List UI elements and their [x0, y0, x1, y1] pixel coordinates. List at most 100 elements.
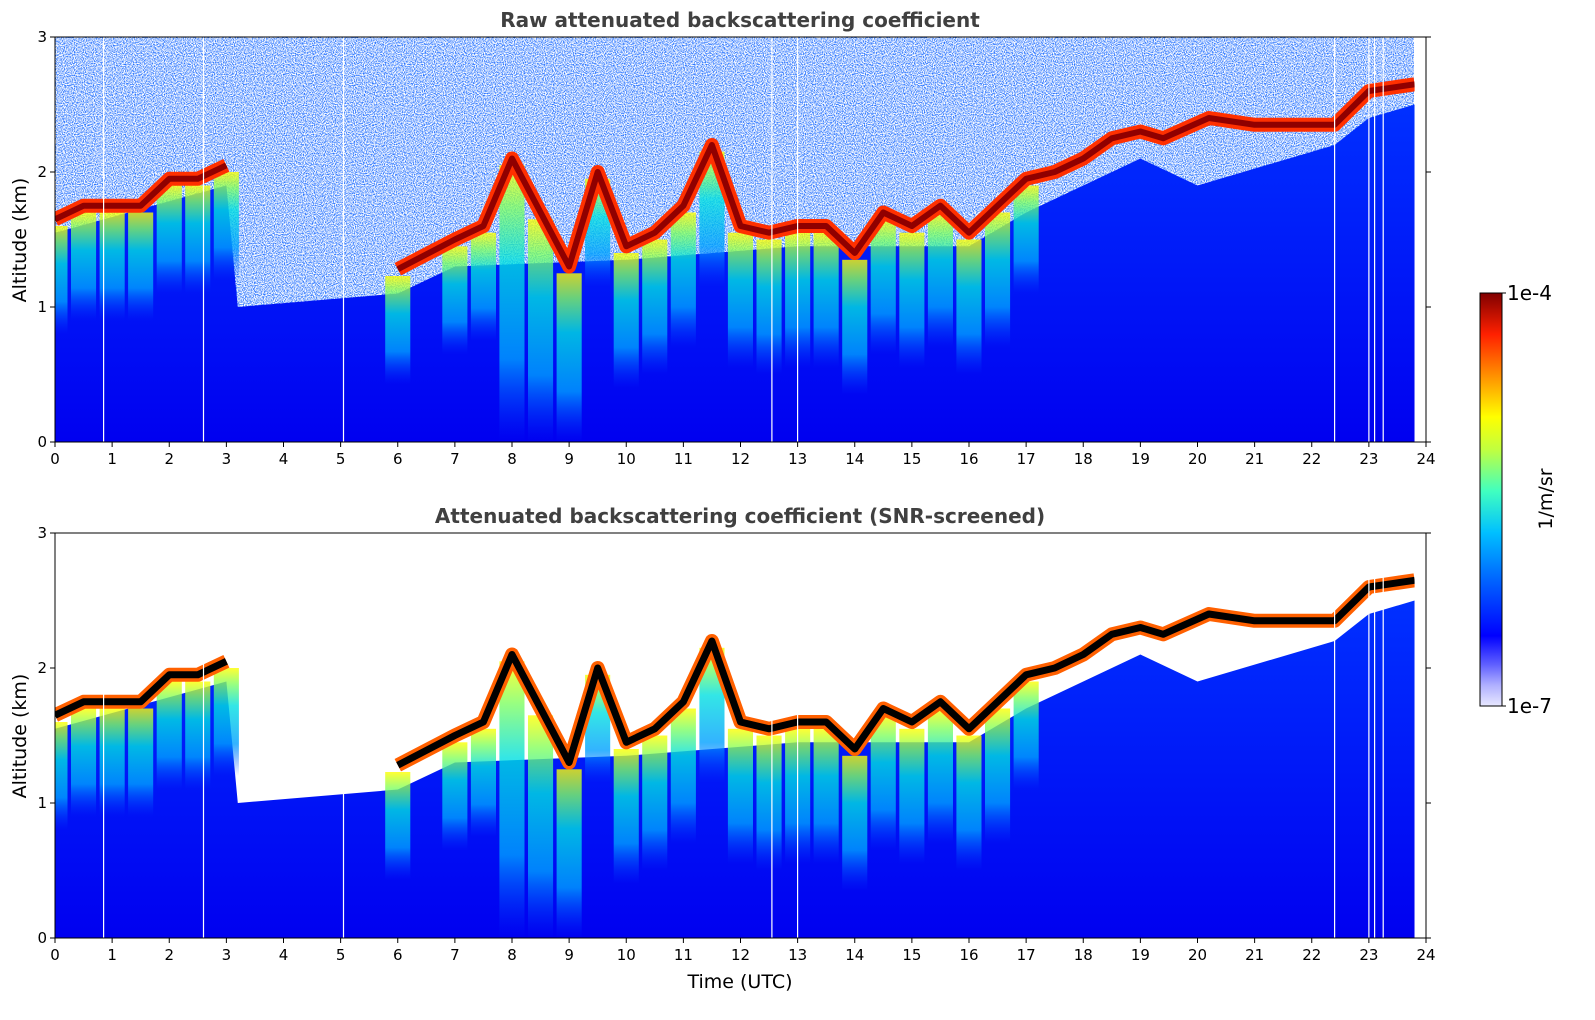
x-tick-label: 17 — [1017, 946, 1036, 964]
plume — [213, 172, 239, 280]
x-tick-label: 23 — [1359, 450, 1378, 468]
panel-title: Raw attenuated backscattering coefficien… — [500, 8, 980, 32]
x-tick-label: 11 — [674, 946, 693, 964]
data-gap — [1414, 37, 1426, 442]
colorbar: 1e-4 1e-7 1/m/sr — [1479, 281, 1557, 718]
cloud-core — [55, 576, 1416, 769]
y-tick-label: 2 — [37, 659, 47, 677]
x-tick-label: 22 — [1302, 450, 1321, 468]
x-tick-label: 7 — [450, 450, 460, 468]
plume — [727, 728, 753, 864]
plume — [556, 769, 582, 938]
x-axis: 0 1 2 3 4 5 6 7 8 9 10 11 12 13 14 15 16 17 18 19 20 21 22 23 24 — [50, 938, 1436, 964]
plume — [385, 772, 411, 880]
y-axis: 0 1 2 3 — [37, 28, 1431, 451]
panel-raw: Raw attenuated backscattering coefficien… — [9, 8, 1436, 468]
plume — [670, 212, 696, 348]
y-tick-label: 0 — [37, 929, 47, 947]
plume — [71, 708, 97, 817]
x-tick-label: 16 — [959, 450, 978, 468]
y-tick-label: 3 — [37, 524, 47, 542]
x-tick-label: 12 — [731, 946, 750, 964]
x-tick-label: 4 — [279, 450, 289, 468]
y-tick-label: 2 — [37, 163, 47, 181]
y-axis: 0 1 2 3 — [37, 524, 1431, 947]
plume — [899, 232, 925, 368]
plume — [213, 668, 239, 776]
x-tick-label: 15 — [902, 450, 921, 468]
x-tick-label: 8 — [507, 450, 517, 468]
x-tick-label: 2 — [164, 946, 174, 964]
plume — [499, 165, 525, 442]
plume — [156, 681, 182, 790]
x-tick-label: 1 — [107, 450, 117, 468]
x-tick-label: 14 — [845, 450, 864, 468]
x-tick-label: 6 — [393, 450, 403, 468]
y-axis-label: Altitude (km) — [9, 178, 31, 303]
x-tick-label: 18 — [1074, 450, 1093, 468]
data-gaps — [102, 37, 1426, 442]
plume — [55, 226, 68, 334]
plume — [128, 708, 154, 817]
plume — [128, 212, 154, 321]
plume — [1013, 185, 1039, 294]
x-tick-label: 16 — [959, 946, 978, 964]
colorbar-max-label: 1e-4 — [1507, 281, 1552, 305]
data-gaps — [102, 533, 1426, 938]
x-tick-label: 10 — [617, 450, 636, 468]
x-tick-label: 11 — [674, 450, 693, 468]
x-tick-label: 15 — [902, 946, 921, 964]
plume — [985, 212, 1011, 348]
plume — [156, 185, 182, 294]
x-axis-label: Time (UTC) — [686, 971, 792, 993]
plume — [71, 212, 97, 321]
x-tick-label: 17 — [1017, 450, 1036, 468]
plume — [870, 219, 896, 355]
colorbar-min-label: 1e-7 — [1507, 694, 1552, 718]
x-tick-label: 20 — [1188, 450, 1207, 468]
x-tick-label: 22 — [1302, 946, 1321, 964]
x-tick-label: 7 — [450, 946, 460, 964]
x-tick-label: 9 — [564, 450, 574, 468]
x-tick-label: 19 — [1131, 946, 1150, 964]
x-tick-label: 5 — [336, 946, 346, 964]
x-tick-label: 9 — [564, 946, 574, 964]
plume — [727, 232, 753, 368]
plume — [927, 708, 953, 844]
x-tick-label: 1 — [107, 946, 117, 964]
x-tick-label: 13 — [788, 946, 807, 964]
plume — [899, 728, 925, 864]
plume — [499, 661, 525, 938]
x-tick-label: 24 — [1416, 450, 1435, 468]
y-tick-label: 1 — [37, 794, 47, 812]
plume — [870, 715, 896, 851]
x-tick-label: 0 — [50, 946, 60, 964]
plume — [185, 681, 211, 790]
x-tick-label: 13 — [788, 450, 807, 468]
x-tick-label: 2 — [164, 450, 174, 468]
y-axis-label: Altitude (km) — [9, 674, 31, 799]
x-tick-label: 4 — [279, 946, 289, 964]
x-tick-label: 3 — [222, 946, 232, 964]
x-tick-label: 21 — [1245, 450, 1264, 468]
plume — [842, 259, 868, 395]
plume — [385, 276, 411, 384]
x-tick-label: 0 — [50, 450, 60, 468]
plume — [642, 239, 668, 375]
x-tick-label: 5 — [336, 450, 346, 468]
data-gap — [1414, 533, 1426, 938]
plume — [956, 735, 982, 871]
plume — [613, 253, 639, 388]
colorbar-label: 1/m/sr — [1535, 468, 1557, 529]
plume — [556, 273, 582, 442]
plume — [813, 232, 839, 368]
x-tick-label: 3 — [222, 450, 232, 468]
x-tick-label: 24 — [1416, 946, 1435, 964]
plume — [1013, 681, 1039, 790]
y-tick-label: 0 — [37, 433, 47, 451]
y-tick-label: 1 — [37, 298, 47, 316]
plume — [442, 742, 468, 851]
plume — [470, 728, 496, 837]
plume — [756, 239, 782, 375]
plume — [670, 708, 696, 844]
